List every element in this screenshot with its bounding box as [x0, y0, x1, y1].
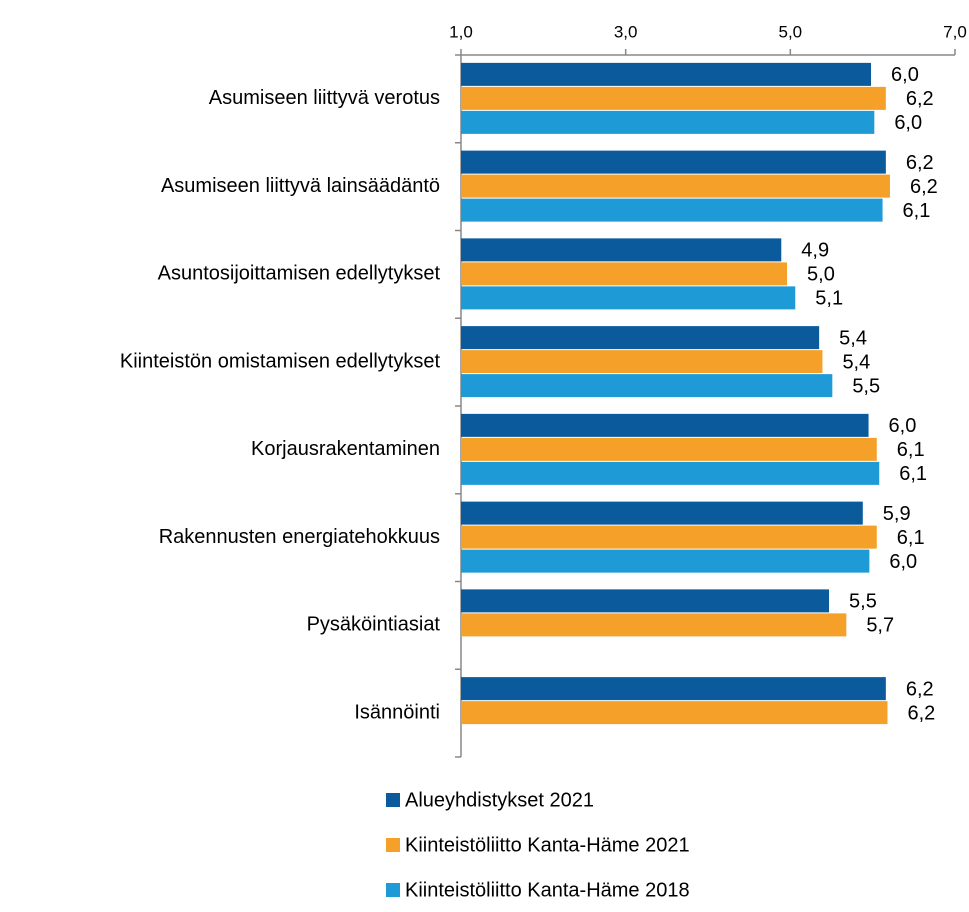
value-label: 6,2	[910, 176, 938, 198]
value-label: 5,5	[849, 591, 877, 613]
category-label: Korjausrakentaminen	[251, 438, 440, 460]
bar	[461, 326, 820, 350]
value-label: 6,0	[894, 112, 922, 134]
legend-swatch	[386, 838, 400, 852]
legend-label: Alueyhdistykset 2021	[405, 789, 594, 811]
x-tick-label: 1,0	[449, 22, 473, 41]
value-label: 6,2	[907, 702, 935, 724]
bar	[461, 374, 833, 398]
x-tick-label: 7,0	[943, 22, 967, 41]
bar	[461, 198, 883, 222]
bar	[461, 501, 863, 525]
x-tick-label: 5,0	[779, 22, 803, 41]
x-tick-label: 3,0	[614, 22, 638, 41]
bar	[461, 86, 886, 110]
value-label: 5,4	[839, 327, 867, 349]
value-label: 6,1	[903, 200, 931, 222]
category-label: Asumiseen liittyvä verotus	[209, 87, 440, 109]
bar	[461, 110, 875, 134]
value-label: 6,0	[889, 551, 917, 573]
value-label: 5,9	[883, 503, 911, 525]
category-label: Kiinteistön omistamisen edellytykset	[120, 350, 441, 372]
bar	[461, 525, 877, 549]
category-label: Asuntosijoittamisen edellytykset	[158, 263, 441, 285]
bar	[461, 549, 870, 573]
bar	[461, 262, 788, 286]
bar	[461, 677, 886, 701]
value-label: 6,2	[906, 152, 934, 174]
legend-label: Kiinteistöliitto Kanta-Häme 2018	[405, 879, 690, 901]
value-label: 5,1	[815, 288, 843, 310]
category-label: Isännöinti	[354, 701, 440, 723]
bar	[461, 174, 890, 198]
bar	[461, 413, 869, 437]
value-label: 4,9	[801, 240, 829, 262]
value-label: 6,2	[906, 678, 934, 700]
bar	[461, 701, 888, 725]
value-label: 5,0	[807, 264, 835, 286]
bar	[461, 437, 877, 461]
bar	[461, 461, 880, 485]
category-label: Asumiseen liittyvä lainsäädäntö	[161, 175, 440, 197]
value-label: 6,1	[897, 439, 925, 461]
legend-label: Kiinteistöliitto Kanta-Häme 2021	[405, 834, 690, 856]
value-label: 5,7	[866, 615, 894, 637]
legend-swatch	[386, 883, 400, 897]
category-label: Pysäköintiasiat	[307, 614, 441, 636]
bar	[461, 613, 847, 637]
bar	[461, 286, 796, 310]
value-label: 5,4	[842, 351, 870, 373]
bar	[461, 350, 823, 374]
value-label: 6,2	[906, 88, 934, 110]
bar	[461, 62, 872, 86]
category-label: Rakennusten energiatehokkuus	[159, 526, 440, 548]
value-label: 5,5	[852, 375, 880, 397]
bar	[461, 150, 886, 174]
legend-swatch	[386, 793, 400, 807]
bar	[461, 589, 830, 613]
value-label: 6,0	[891, 64, 919, 86]
value-label: 6,1	[899, 463, 927, 485]
value-label: 6,1	[897, 527, 925, 549]
value-label: 6,0	[889, 415, 917, 437]
bar	[461, 238, 782, 262]
